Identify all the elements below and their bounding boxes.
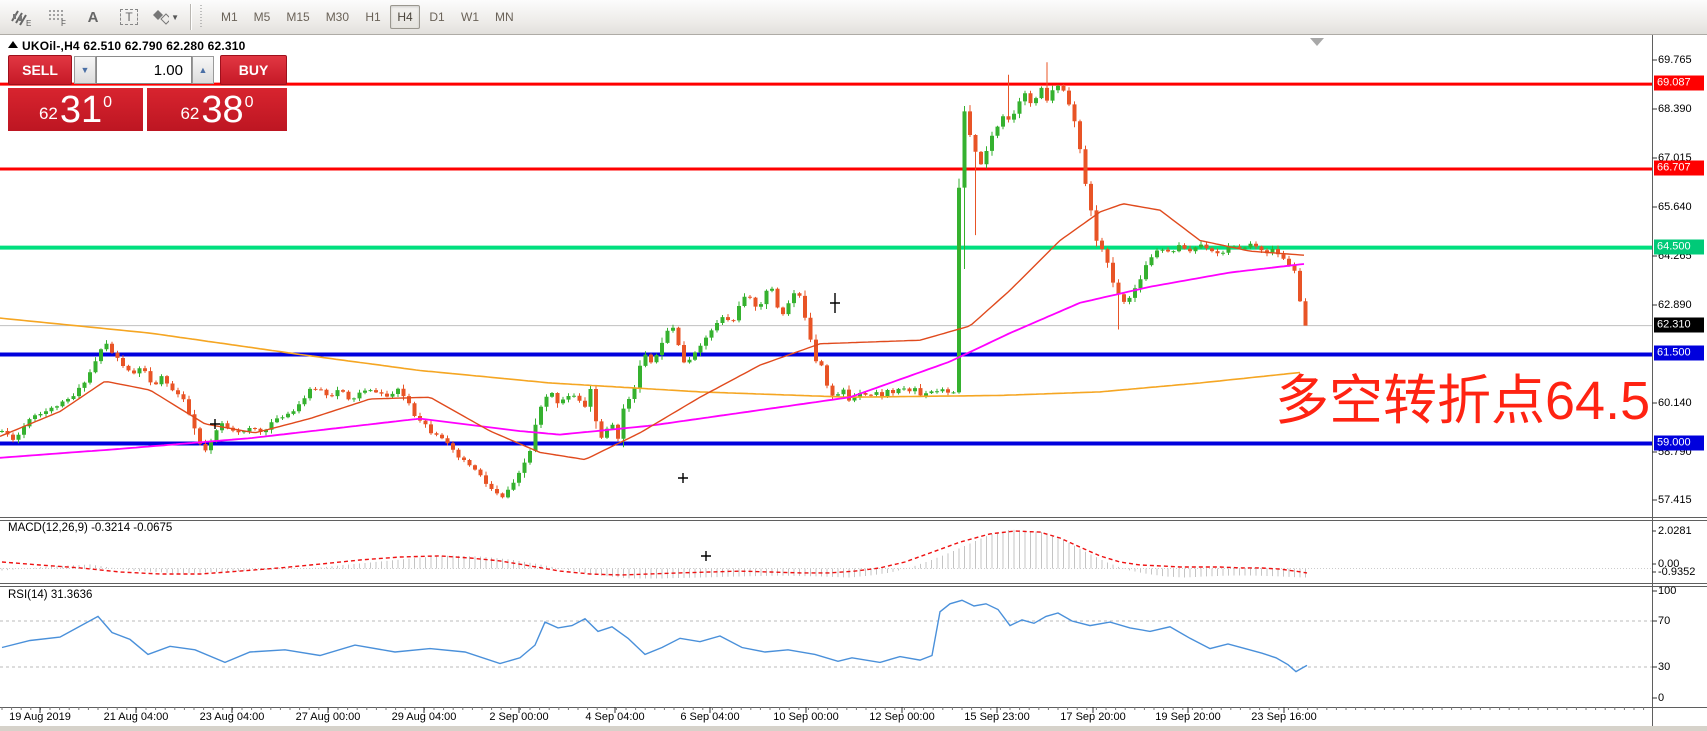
time-tick-label: 23 Aug 04:00 [199,711,265,723]
one-click-trading-panel: SELL ▼ ▲ BUY 62 31 0 62 38 0 [8,55,287,131]
sell-price-big: 31 [59,88,103,131]
volume-decrease-button[interactable]: ▼ [74,56,96,84]
chart-text-annotation[interactable]: 多空转折点64.5 [1275,371,1651,431]
buy-price-sup: 0 [244,93,254,111]
rsi-scale-label: 30 [1658,661,1671,673]
price-tick-label: 65.640 [1658,201,1692,213]
macd-scale-label: 0.00 [1658,558,1680,570]
price-badge: 59.000 [1654,435,1704,451]
window-bottom-edge [0,726,1707,731]
time-tick-label: 2 Sep 00:00 [489,711,549,723]
time-tick-label: 15 Sep 23:00 [964,711,1030,723]
time-tick-label: 4 Sep 04:00 [585,711,645,723]
rsi-scale-label: 70 [1658,615,1671,627]
time-tick-label: 23 Sep 16:00 [1251,711,1317,723]
time-tick-label: 27 Aug 00:00 [295,711,361,723]
macd-scale-label: 2.0281 [1658,525,1692,537]
price-badge: 69.087 [1654,75,1704,91]
timeframe-button-h1[interactable]: H1 [365,10,381,24]
price-tick-label: 62.890 [1658,299,1692,311]
time-tick-label: 6 Sep 04:00 [680,711,740,723]
time-tick-label: 10 Sep 00:00 [773,711,839,723]
timeframe-button-h4[interactable]: H4 [390,5,421,29]
price-badge: 66.707 [1654,160,1704,176]
toolbar-separator [190,4,191,30]
sell-price-quote[interactable]: 62 31 0 [8,88,143,131]
sell-button[interactable]: SELL [8,55,72,85]
fibonacci-grid-icon[interactable]: F [42,4,72,30]
rsi-scale-label: 100 [1658,585,1677,597]
sell-price-prefix: 62 [38,103,58,123]
rsi-scale-label: 0 [1658,692,1665,704]
svg-text:F: F [61,19,66,27]
timeframe-button-mn[interactable]: MN [495,10,514,24]
price-badge: 62.310 [1654,317,1704,333]
macd-indicator-label: MACD(12,26,9) -0.3214 -0.0675 [8,522,173,534]
shapes-icon[interactable]: ▼ [150,4,180,30]
sell-price-sup: 0 [103,93,113,111]
svg-text:E: E [26,19,31,27]
price-tick-label: 68.390 [1658,103,1692,115]
timeframe-button-m1[interactable]: M1 [221,10,238,24]
main-toolbar: E F A T ▼ M1 M5 M15 M30 H1 H4 D1 W1 MN [0,0,1707,35]
time-tick-label: 19 Sep 20:00 [1155,711,1221,723]
volume-input[interactable] [96,56,192,84]
timeframe-button-w1[interactable]: W1 [461,10,480,24]
buy-price-quote[interactable]: 62 38 0 [147,88,287,131]
chart-ohlc-title: UKOil-,H4 62.510 62.790 62.280 62.310 [22,39,246,53]
timeframe-button-m5[interactable]: M5 [253,10,271,24]
volume-increase-button[interactable]: ▲ [192,56,214,84]
time-tick-label: 17 Sep 20:00 [1060,711,1126,723]
dropdown-caret-icon: ▼ [171,12,179,22]
macd-scale-label: -0.9352 [1658,566,1696,578]
elliott-wave-icon[interactable]: E [6,4,36,30]
timeframe-button-d1[interactable]: D1 [429,10,445,24]
price-tick-label: 57.415 [1658,494,1692,506]
timeframe-button-m30[interactable]: M30 [325,10,350,24]
text-label-icon[interactable]: A [87,8,99,26]
price-badge: 61.500 [1654,345,1704,361]
toolbar-drag-handle[interactable] [200,5,205,29]
timeframe-button-m15[interactable]: M15 [286,10,310,24]
time-tick-label: 21 Aug 04:00 [103,711,169,723]
symbol-collapse-arrow[interactable] [8,41,18,48]
price-badge: 64.500 [1654,239,1704,255]
timeframe-button-group: M1 M5 M15 M30 H1 H4 D1 W1 MN [213,5,522,29]
time-tick-label: 12 Sep 00:00 [869,711,935,723]
price-tick-label: 60.140 [1658,397,1692,409]
time-tick-label: 19 Aug 2019 [9,711,71,723]
buy-price-prefix: 62 [180,103,200,123]
rsi-indicator-label: RSI(14) 31.3636 [8,589,93,601]
text-box-icon[interactable]: T [114,4,144,30]
buy-button[interactable]: BUY [220,55,287,85]
buy-price-big: 38 [201,88,244,131]
time-tick-label: 29 Aug 04:00 [391,711,457,723]
price-tick-label: 69.765 [1658,54,1692,66]
